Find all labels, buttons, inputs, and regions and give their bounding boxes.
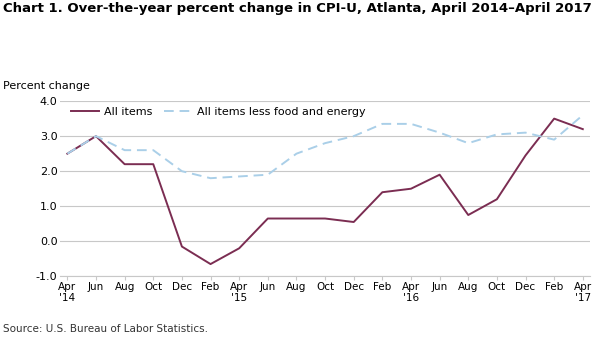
All items less food and energy (235, 175, 243, 179)
All items (579, 127, 586, 131)
All items (207, 262, 214, 266)
All items less food and energy (293, 152, 300, 156)
All items less food and energy (321, 141, 329, 145)
All items (178, 245, 185, 249)
All items (522, 153, 529, 157)
Text: Percent change: Percent change (3, 81, 90, 91)
All items (379, 190, 386, 194)
All items (321, 216, 329, 220)
All items less food and energy (408, 122, 415, 126)
Text: Chart 1. Over-the-year percent change in CPI-U, Atlanta, April 2014–April 2017: Chart 1. Over-the-year percent change in… (3, 2, 592, 15)
All items (493, 197, 500, 201)
All items (408, 187, 415, 191)
All items less food and energy (207, 176, 214, 180)
All items (350, 220, 358, 224)
All items less food and energy (264, 173, 272, 177)
All items less food and energy (92, 134, 99, 138)
All items less food and energy (379, 122, 386, 126)
Legend: All items, All items less food and energy: All items, All items less food and energ… (71, 106, 366, 117)
Line: All items less food and energy: All items less food and energy (67, 115, 583, 178)
All items less food and energy (522, 131, 529, 135)
All items (235, 246, 243, 250)
All items (293, 216, 300, 220)
All items (465, 213, 472, 217)
Line: All items: All items (67, 119, 583, 264)
Text: Source: U.S. Bureau of Labor Statistics.: Source: U.S. Bureau of Labor Statistics. (3, 324, 208, 334)
All items less food and energy (551, 137, 558, 142)
All items less food and energy (64, 152, 71, 156)
All items less food and energy (121, 148, 128, 152)
All items less food and energy (350, 134, 358, 138)
All items less food and energy (178, 169, 185, 173)
All items (150, 162, 157, 166)
All items less food and energy (493, 132, 500, 136)
All items less food and energy (579, 113, 586, 117)
All items (64, 152, 71, 156)
All items (264, 216, 272, 220)
All items (551, 117, 558, 121)
All items (436, 173, 443, 177)
All items (92, 134, 99, 138)
All items (121, 162, 128, 166)
All items less food and energy (436, 131, 443, 135)
All items less food and energy (465, 141, 472, 145)
All items less food and energy (150, 148, 157, 152)
